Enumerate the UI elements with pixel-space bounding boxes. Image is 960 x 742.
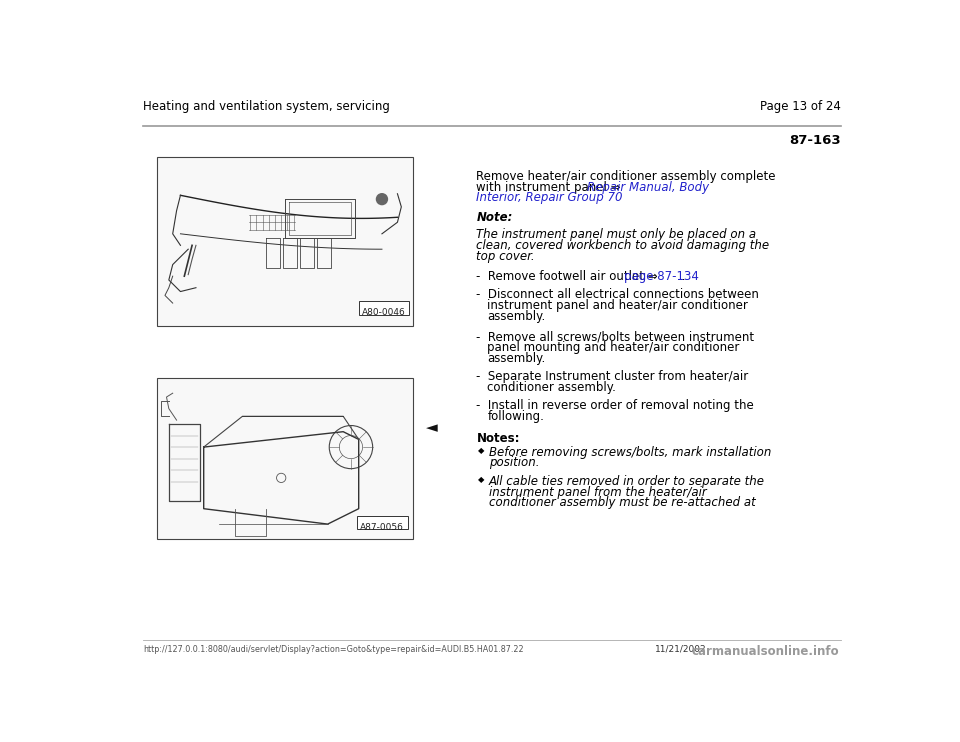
Text: -  Separate Instrument cluster from heater/air: - Separate Instrument cluster from heate… [476, 370, 749, 383]
Text: ◄: ◄ [426, 420, 438, 435]
Text: instrument panel from the heater/air: instrument panel from the heater/air [489, 485, 707, 499]
Text: Heating and ventilation system, servicing: Heating and ventilation system, servicin… [143, 100, 390, 113]
Bar [359, 301, 409, 315]
Text: 11/21/2002: 11/21/2002 [655, 645, 707, 654]
Text: All cable ties removed in order to separate the: All cable ties removed in order to separ… [489, 475, 765, 487]
Text: assembly.: assembly. [488, 310, 545, 323]
Bar [157, 157, 413, 326]
Text: Before removing screws/bolts, mark installation: Before removing screws/bolts, mark insta… [489, 445, 771, 459]
Text: The instrument panel must only be placed on a: The instrument panel must only be placed… [476, 229, 756, 241]
Text: ◆: ◆ [478, 445, 485, 455]
Text: conditioner assembly must be re-attached at: conditioner assembly must be re-attached… [489, 496, 756, 509]
Text: -  Disconnect all electrical connections between: - Disconnect all electrical connections … [476, 289, 759, 301]
Text: .: . [678, 270, 685, 283]
Text: 87-163: 87-163 [789, 134, 841, 147]
Text: instrument panel and heater/air conditioner: instrument panel and heater/air conditio… [488, 299, 748, 312]
Text: ◆: ◆ [478, 475, 485, 484]
Text: Notes:: Notes: [476, 432, 520, 444]
Bar [357, 516, 408, 529]
Text: Repair Manual, Body: Repair Manual, Body [588, 180, 709, 194]
Text: with instrument panel ⇒: with instrument panel ⇒ [476, 180, 625, 194]
Text: clean, covered workbench to avoid damaging the: clean, covered workbench to avoid damagi… [476, 239, 770, 252]
Bar [157, 378, 413, 539]
Text: Interior, Repair Group 70: Interior, Repair Group 70 [476, 191, 623, 205]
Text: -  Remove all screws/bolts between instrument: - Remove all screws/bolts between instru… [476, 330, 755, 343]
Text: top cover.: top cover. [476, 250, 535, 263]
Text: Remove heater/air conditioner assembly complete: Remove heater/air conditioner assembly c… [476, 170, 776, 183]
Text: http://127.0.0.1:8080/audi/servlet/Display?action=Goto&type=repair&id=AUDI.B5.HA: http://127.0.0.1:8080/audi/servlet/Displ… [143, 645, 524, 654]
Text: Note:: Note: [476, 211, 513, 225]
Text: following.: following. [488, 410, 544, 423]
Text: A80-0046: A80-0046 [362, 309, 405, 318]
Text: panel mounting and heater/air conditioner: panel mounting and heater/air conditione… [488, 341, 740, 354]
Text: carmanualsonline.info: carmanualsonline.info [691, 645, 839, 658]
Text: conditioner assembly.: conditioner assembly. [488, 381, 616, 394]
Text: page 87-134: page 87-134 [624, 270, 699, 283]
Text: -  Install in reverse order of removal noting the: - Install in reverse order of removal no… [476, 399, 755, 413]
Text: assembly.: assembly. [488, 352, 545, 364]
Text: -  Remove footwell air outlet ⇒: - Remove footwell air outlet ⇒ [476, 270, 661, 283]
Text: position.: position. [489, 456, 540, 470]
Text: A87-0056: A87-0056 [360, 522, 404, 531]
Circle shape [375, 193, 388, 206]
Text: Page 13 of 24: Page 13 of 24 [760, 100, 841, 113]
